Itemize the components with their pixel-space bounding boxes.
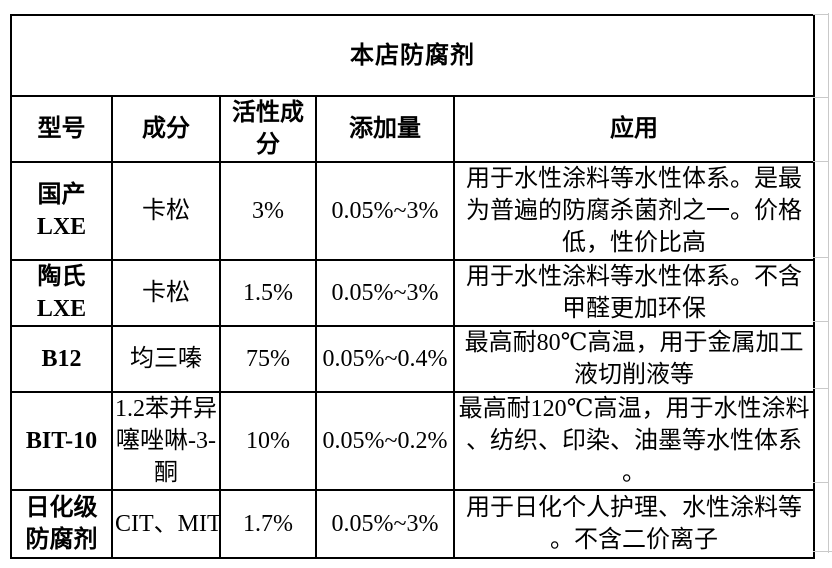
cell-application: 最高耐80℃高温，用于金属加工液切削液等 bbox=[452, 325, 816, 393]
spreadsheet-gridline-horizontal bbox=[813, 257, 829, 258]
cell-dosage: 0.05%~0.2% bbox=[315, 391, 455, 491]
cell-composition: 1.2苯并异噻唑啉-3-酮 bbox=[111, 391, 221, 491]
cell-model: 国产LXE bbox=[10, 161, 113, 261]
header-row: 型号 成分 活性成分 添加量 应用 bbox=[10, 95, 816, 163]
column-header-model: 型号 bbox=[10, 95, 113, 163]
spreadsheet-gridline-horizontal bbox=[813, 97, 829, 98]
cell-model: 日化级防腐剂 bbox=[10, 489, 113, 559]
cell-active-ingredient: 1.7% bbox=[219, 489, 317, 559]
table-row: BIT-10 1.2苯并异噻唑啉-3-酮 10% 0.05%~0.2% 最高耐1… bbox=[10, 391, 816, 491]
table-row: B12 均三嗪 75% 0.05%~0.4% 最高耐80℃高温，用于金属加工液切… bbox=[10, 325, 816, 393]
cell-active-ingredient: 10% bbox=[219, 391, 317, 491]
table-row: 日化级防腐剂 CIT、MIT 1.7% 0.05%~3% 用于日化个人护理、水性… bbox=[10, 489, 816, 559]
column-header-dosage: 添加量 bbox=[315, 95, 455, 163]
spreadsheet-gridline-horizontal bbox=[813, 14, 829, 15]
cell-active-ingredient: 75% bbox=[219, 325, 317, 393]
table-row: 国产LXE 卡松 3% 0.05%~3% 用于水性涂料等水性体系。是最为普遍的防… bbox=[10, 161, 816, 261]
cell-application: 最高耐120℃高温，用于水性涂料、纺织、印染、油墨等水性体系。 bbox=[452, 391, 816, 491]
cell-composition: CIT、MIT bbox=[111, 489, 221, 559]
cell-dosage: 0.05%~3% bbox=[315, 259, 455, 327]
cell-composition: 卡松 bbox=[111, 259, 221, 327]
cell-application: 用于水性涂料等水性体系。不含甲醛更加环保 bbox=[452, 259, 816, 327]
cell-model: BIT-10 bbox=[10, 391, 113, 491]
spreadsheet-gridline-horizontal bbox=[813, 388, 829, 389]
cell-model: 陶氏LXE bbox=[10, 259, 113, 327]
cell-application: 用于日化个人护理、水性涂料等。不含二价离子 bbox=[452, 489, 816, 559]
cell-model: B12 bbox=[10, 325, 113, 393]
cell-active-ingredient: 1.5% bbox=[219, 259, 317, 327]
cell-active-ingredient: 3% bbox=[219, 161, 317, 261]
spreadsheet-gridline-horizontal bbox=[813, 161, 829, 162]
table-row: 陶氏LXE 卡松 1.5% 0.05%~3% 用于水性涂料等水性体系。不含甲醛更… bbox=[10, 259, 816, 327]
cell-composition: 均三嗪 bbox=[111, 325, 221, 393]
spreadsheet-gridline-horizontal bbox=[813, 482, 829, 483]
spreadsheet-gridline-horizontal bbox=[813, 321, 829, 322]
preservative-spec-table: 本店防腐剂 型号 成分 活性成分 添加量 应用 国产LXE 卡松 3% 0.05… bbox=[9, 14, 816, 559]
column-header-active-ingredient: 活性成分 bbox=[219, 95, 317, 163]
cell-composition: 卡松 bbox=[111, 161, 221, 261]
column-header-composition: 成分 bbox=[111, 95, 221, 163]
column-header-application: 应用 bbox=[452, 95, 816, 163]
spreadsheet-gridline-horizontal bbox=[813, 551, 832, 552]
title-row: 本店防腐剂 bbox=[9, 14, 816, 97]
cell-application: 用于水性涂料等水性体系。是最为普遍的防腐杀菌剂之一。价格低，性价比高 bbox=[452, 161, 816, 261]
page-title: 本店防腐剂 bbox=[9, 14, 816, 97]
cell-dosage: 0.05%~3% bbox=[315, 489, 455, 559]
spreadsheet-gridline-vertical bbox=[828, 13, 829, 553]
cell-dosage: 0.05%~3% bbox=[315, 161, 455, 261]
cell-dosage: 0.05%~0.4% bbox=[315, 325, 455, 393]
